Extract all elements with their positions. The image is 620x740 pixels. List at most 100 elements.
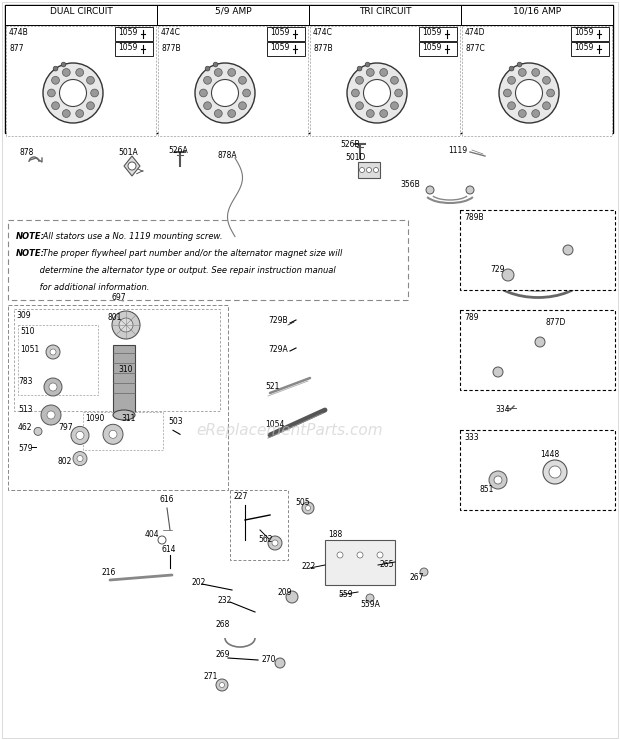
Text: 877B: 877B: [313, 44, 332, 53]
Circle shape: [219, 682, 224, 687]
Text: 232: 232: [218, 596, 232, 605]
Bar: [83, 412, 163, 451]
Bar: [18, 325, 98, 395]
Circle shape: [103, 424, 123, 444]
Bar: [460, 210, 615, 290]
Circle shape: [373, 167, 378, 172]
Circle shape: [302, 502, 314, 514]
Circle shape: [542, 76, 551, 84]
Circle shape: [366, 167, 371, 172]
Text: 188: 188: [328, 530, 342, 539]
Text: 1090: 1090: [85, 414, 104, 423]
Text: 877: 877: [9, 44, 24, 53]
Text: eReplacementParts.com: eReplacementParts.com: [197, 423, 383, 437]
Circle shape: [357, 552, 363, 558]
Text: 1448: 1448: [540, 450, 559, 459]
Text: 1059: 1059: [574, 28, 593, 37]
Circle shape: [395, 89, 402, 97]
Circle shape: [517, 62, 522, 67]
Text: 311: 311: [121, 414, 135, 423]
Text: 510: 510: [20, 327, 35, 336]
Text: 789B: 789B: [464, 213, 484, 222]
Circle shape: [366, 110, 374, 118]
Circle shape: [77, 456, 83, 462]
Circle shape: [51, 102, 60, 110]
Text: 462: 462: [18, 423, 32, 432]
Text: 521: 521: [265, 382, 280, 391]
Circle shape: [119, 318, 133, 332]
Circle shape: [46, 345, 60, 359]
Text: 505: 505: [295, 498, 309, 507]
Text: 526B: 526B: [340, 140, 360, 149]
Circle shape: [366, 594, 374, 602]
Text: 789: 789: [464, 313, 479, 322]
Bar: [8, 305, 228, 490]
Ellipse shape: [113, 410, 135, 420]
Text: 334: 334: [495, 405, 510, 414]
Text: 878A: 878A: [218, 151, 237, 160]
Circle shape: [535, 337, 545, 347]
Text: 783: 783: [18, 377, 32, 386]
Circle shape: [228, 69, 236, 76]
Text: 729A: 729A: [268, 345, 288, 354]
Circle shape: [51, 76, 60, 84]
Text: 697: 697: [112, 293, 126, 302]
Circle shape: [508, 102, 515, 110]
Text: DUAL CIRCUIT: DUAL CIRCUIT: [50, 7, 112, 16]
Bar: [157, 5, 309, 25]
Circle shape: [215, 69, 222, 76]
Circle shape: [356, 102, 363, 110]
Bar: [230, 490, 288, 560]
Text: 1054: 1054: [265, 420, 285, 429]
Circle shape: [377, 552, 383, 558]
Text: NOTE:: NOTE:: [16, 232, 45, 241]
Text: 10/16 AMP: 10/16 AMP: [513, 7, 561, 16]
Text: 1059: 1059: [422, 43, 441, 52]
Circle shape: [543, 460, 567, 484]
Circle shape: [73, 451, 87, 465]
Bar: [267, 27, 305, 41]
Text: 503: 503: [168, 417, 183, 426]
Circle shape: [380, 69, 388, 76]
Circle shape: [34, 428, 42, 435]
Circle shape: [547, 89, 554, 97]
Circle shape: [502, 269, 514, 281]
Circle shape: [420, 568, 428, 576]
Text: 1059: 1059: [118, 28, 138, 37]
Bar: [325, 540, 395, 585]
Circle shape: [563, 245, 573, 255]
Text: 474D: 474D: [465, 28, 485, 37]
Circle shape: [50, 349, 56, 355]
Text: 616: 616: [160, 495, 174, 504]
Text: 222: 222: [302, 562, 316, 571]
Text: 1059: 1059: [118, 43, 138, 52]
Circle shape: [76, 69, 84, 76]
Circle shape: [391, 76, 399, 84]
Circle shape: [532, 69, 539, 76]
Circle shape: [63, 110, 70, 118]
Circle shape: [272, 540, 278, 546]
Text: 1059: 1059: [574, 43, 593, 52]
Text: 474C: 474C: [161, 28, 181, 37]
Bar: [6, 26, 156, 136]
Text: 614: 614: [162, 545, 177, 554]
Circle shape: [112, 311, 140, 339]
Circle shape: [347, 63, 407, 123]
Circle shape: [503, 89, 512, 97]
Bar: [14, 309, 220, 411]
Text: 265: 265: [380, 560, 394, 569]
Text: 559A: 559A: [360, 600, 380, 609]
Text: 216: 216: [102, 568, 117, 577]
Circle shape: [542, 102, 551, 110]
Bar: [571, 42, 609, 56]
Circle shape: [87, 76, 94, 84]
Circle shape: [49, 383, 57, 391]
Bar: [8, 220, 408, 300]
Circle shape: [391, 102, 399, 110]
Text: NOTE:: NOTE:: [16, 249, 45, 258]
Circle shape: [337, 552, 343, 558]
Bar: [358, 162, 380, 178]
Text: 5/9 AMP: 5/9 AMP: [215, 7, 251, 16]
Text: 269: 269: [215, 650, 229, 659]
Bar: [462, 26, 612, 136]
